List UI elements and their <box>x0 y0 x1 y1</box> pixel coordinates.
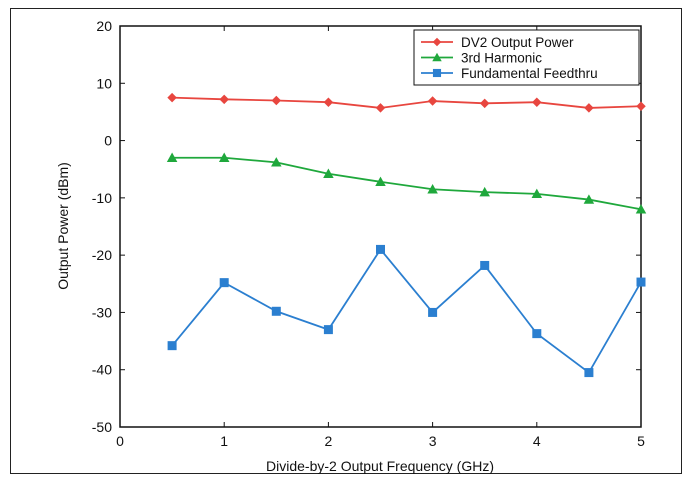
data-point-3rd-harmonic <box>375 176 386 187</box>
chart-frame <box>10 8 682 474</box>
data-point-dv2-output-power <box>271 95 282 106</box>
x-tick-label: 4 <box>533 433 541 449</box>
data-point-fundamental-feedthru <box>167 341 177 351</box>
data-point-3rd-harmonic <box>583 194 595 204</box>
x-tick-label: 5 <box>637 433 645 449</box>
y-tick-label: -30 <box>92 304 112 320</box>
data-point-fundamental-feedthru <box>532 329 542 339</box>
data-point-3rd-harmonic <box>218 152 230 162</box>
series-3rd-harmonic <box>166 152 647 214</box>
data-point-3rd-harmonic <box>479 186 490 197</box>
series-group <box>166 92 647 378</box>
series-line-dv2-output-power <box>172 96 642 109</box>
data-point-dv2-output-power <box>323 97 334 107</box>
x-tick-label: 1 <box>220 433 228 449</box>
x-tick-label: 0 <box>116 433 124 449</box>
y-tick-label: 0 <box>104 133 112 149</box>
data-point-dv2-output-power <box>427 96 438 106</box>
x-tick-label: 2 <box>325 433 333 449</box>
data-point-dv2-output-power <box>375 103 386 113</box>
series-line-fundamental-feedthru <box>171 247 642 374</box>
legend-label: DV2 Output Power <box>461 35 574 50</box>
x-tick-label: 3 <box>429 433 437 449</box>
legend-item-fundamental-feedthru: Fundamental Feedthru <box>421 66 598 81</box>
legend-label: 3rd Harmonic <box>461 51 542 66</box>
data-point-fundamental-feedthru <box>636 277 646 287</box>
data-point-fundamental-feedthru <box>271 306 281 316</box>
y-tick-label: -40 <box>92 362 112 378</box>
data-point-fundamental-feedthru <box>376 244 385 254</box>
data-point-3rd-harmonic <box>531 188 543 199</box>
series-fundamental-feedthru <box>167 244 646 378</box>
y-tick-label: 10 <box>96 75 112 91</box>
data-point-3rd-harmonic <box>635 204 647 214</box>
data-point-fundamental-feedthru <box>480 260 490 270</box>
series-dv2-output-power <box>167 92 646 113</box>
series-line-3rd-harmonic <box>172 156 642 211</box>
y-tick-label: -50 <box>92 419 112 435</box>
data-point-dv2-output-power <box>219 94 229 105</box>
data-point-dv2-output-power <box>167 92 177 103</box>
data-point-fundamental-feedthru <box>428 307 438 317</box>
legend-item-3rd-harmonic: 3rd Harmonic <box>421 51 542 66</box>
x-axis-title: Divide-by-2 Output Frequency (GHz) <box>266 458 494 474</box>
y-tick-label: -10 <box>92 190 112 206</box>
legend-marker <box>432 68 442 78</box>
data-point-3rd-harmonic <box>166 152 178 162</box>
legend-item-dv2-output-power: DV2 Output Power <box>421 35 574 50</box>
data-point-3rd-harmonic <box>271 157 282 167</box>
legend-label: Fundamental Feedthru <box>461 66 598 81</box>
y-axis-title: Output Power (dBm) <box>55 162 71 290</box>
y-tick-label: 20 <box>96 18 112 34</box>
data-point-fundamental-feedthru <box>584 368 594 378</box>
data-point-fundamental-feedthru <box>323 325 333 335</box>
legend-marker <box>432 52 442 62</box>
data-point-3rd-harmonic <box>427 184 438 194</box>
data-point-dv2-output-power <box>584 103 594 113</box>
data-point-dv2-output-power <box>479 98 490 109</box>
y-tick-label: -20 <box>92 247 112 263</box>
data-point-fundamental-feedthru <box>219 278 229 288</box>
data-point-dv2-output-power <box>532 97 542 107</box>
plot-area <box>119 25 642 428</box>
data-point-dv2-output-power <box>636 101 646 111</box>
data-point-3rd-harmonic <box>323 168 334 178</box>
legend-marker <box>432 37 442 47</box>
